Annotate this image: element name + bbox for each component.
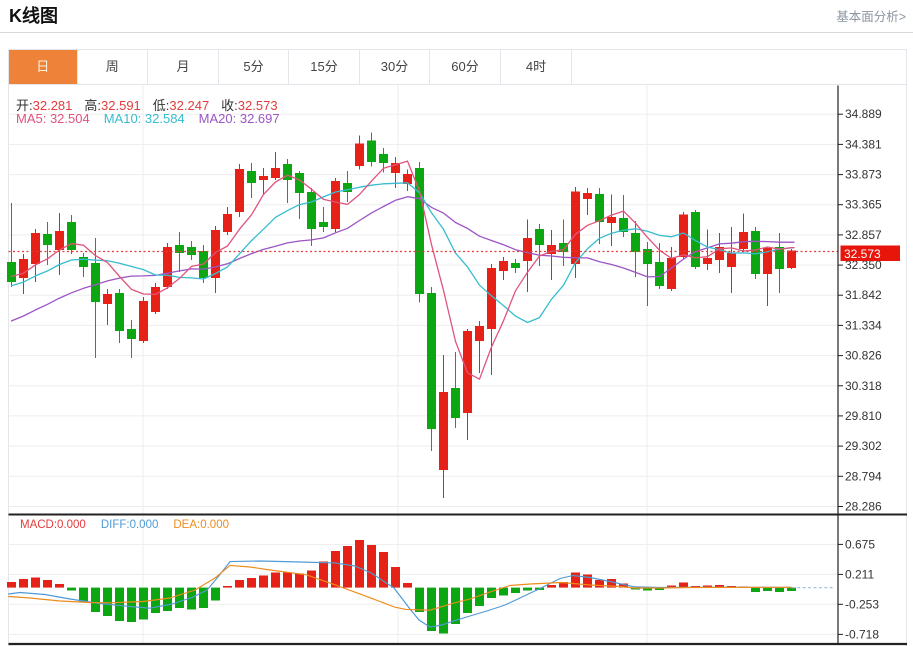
svg-text:33.365: 33.365 bbox=[845, 198, 882, 212]
svg-text:30.826: 30.826 bbox=[845, 349, 882, 363]
svg-text:29.302: 29.302 bbox=[845, 439, 882, 453]
svg-text:31.842: 31.842 bbox=[845, 288, 882, 302]
svg-text:32.573: 32.573 bbox=[844, 247, 881, 261]
svg-text:0.211: 0.211 bbox=[845, 567, 874, 581]
svg-text:32.350: 32.350 bbox=[845, 258, 882, 272]
svg-text:31.334: 31.334 bbox=[845, 318, 882, 332]
svg-text:-0.253: -0.253 bbox=[845, 597, 879, 611]
svg-text:34.889: 34.889 bbox=[845, 107, 882, 121]
svg-text:0.675: 0.675 bbox=[845, 537, 875, 551]
svg-text:28.794: 28.794 bbox=[845, 469, 882, 483]
svg-text:29.810: 29.810 bbox=[845, 409, 882, 423]
svg-text:34.381: 34.381 bbox=[845, 137, 882, 151]
svg-text:-0.718: -0.718 bbox=[845, 627, 879, 641]
svg-text:28.286: 28.286 bbox=[845, 500, 882, 514]
svg-text:32.857: 32.857 bbox=[845, 228, 882, 242]
svg-text:33.873: 33.873 bbox=[845, 168, 882, 182]
svg-text:30.318: 30.318 bbox=[845, 379, 882, 393]
